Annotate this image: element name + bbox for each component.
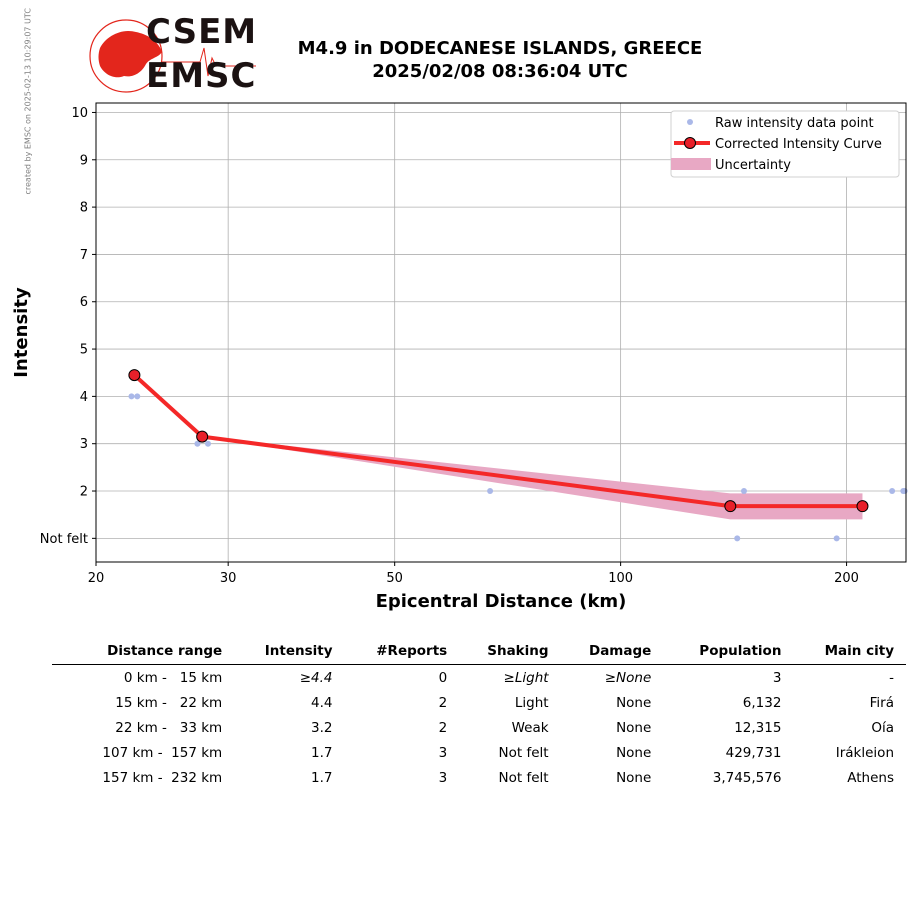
table-cell: 0: [438, 669, 448, 686]
raw-data-point: [134, 393, 141, 400]
table-row: 157 km - 232 km 1.7 3 Not felt None 3,745,576…: [52, 765, 906, 790]
x-axis-label: Epicentral Distance (km): [376, 591, 627, 612]
intensity-table: Distance range Intensity #Reports Shaking Da…: [52, 642, 906, 790]
raw-data-point: [194, 440, 201, 447]
table-cell: Not felt: [498, 744, 549, 761]
raw-data-point: [487, 488, 494, 495]
table-row: 0 km - 15 km ≥4.4 0 ≥Light ≥None 3 -: [52, 665, 906, 691]
table-cell: Oía: [871, 719, 894, 736]
table-header-cell: Main city: [824, 643, 894, 659]
plot-frame: [95, 102, 907, 563]
globe-icon: [89, 19, 163, 93]
x-tick-label: 20: [88, 571, 105, 586]
corrected-intensity-curve: [133, 373, 863, 509]
logo-text-emsc: EMSC: [146, 56, 257, 96]
table-header-cell: Distance range: [107, 643, 223, 659]
y-tick-label: Not felt: [40, 532, 88, 547]
curve-marker: [856, 500, 869, 513]
raw-data-point: [901, 488, 908, 495]
legend-swatch-raw: [687, 119, 693, 125]
raw-data-point: [204, 440, 211, 447]
y-tick-label: 6: [80, 295, 88, 310]
y-tick-label: 8: [80, 201, 88, 216]
table-cell: Weak: [511, 719, 549, 736]
table-cell: Irákleion: [835, 744, 894, 761]
table-cell: 3: [438, 769, 448, 786]
legend-swatch-uncertainty: [671, 158, 711, 170]
x-tick-label: 200: [834, 571, 859, 586]
legend-box: [670, 110, 900, 178]
chart-subtitle: 2025/02/08 08:36:04 UTC: [372, 61, 628, 82]
table-cell: 2: [438, 694, 448, 711]
table-cell: 22 km - 33 km: [115, 719, 223, 736]
table-cell: None: [616, 719, 652, 736]
table-cell: ≥None: [604, 669, 652, 686]
table-header-cell: Shaking: [487, 643, 549, 659]
table-row: 107 km - 157 km 1.7 3 Not felt None 429,731 Ir…: [52, 740, 906, 765]
raw-data-point: [128, 393, 135, 400]
table-header-cell: #Reports: [376, 643, 448, 659]
raw-data-point: [833, 535, 840, 542]
table-cell: 3.2: [311, 719, 333, 736]
table-cell: 0 km - 15 km: [123, 669, 223, 686]
table-header-cell: Intensity: [264, 643, 333, 659]
table-cell: 107 km - 157 km: [102, 744, 223, 761]
table-row: 15 km - 22 km 4.4 2 Light None 6,132 Firá: [52, 690, 906, 715]
table-header-cell: Damage: [588, 643, 652, 659]
table-cell: None: [616, 694, 652, 711]
table-cell: Firá: [869, 694, 894, 711]
table-cell: 3: [772, 669, 782, 686]
table-cell: -: [889, 669, 894, 686]
curve-marker: [128, 369, 141, 382]
logo-text-csem: CSEM: [146, 12, 258, 52]
table-cell: 3: [438, 744, 448, 761]
legend-label-uncertainty: Uncertainty: [715, 158, 791, 173]
y-tick-label: 2: [80, 485, 88, 500]
table-cell: Athens: [847, 769, 894, 786]
legend-swatch-marker: [684, 137, 696, 149]
chart-title: M4.9 in DODECANESE ISLANDS, GREECE: [297, 38, 703, 59]
table-cell: ≥4.4: [299, 669, 333, 686]
curve-marker: [724, 500, 737, 513]
y-axis-label: Intensity: [11, 287, 32, 378]
table-header-row: Distance range Intensity #Reports Shaking Da…: [52, 642, 906, 665]
x-tick-label: 100: [608, 571, 633, 586]
table-cell: 12,315: [734, 719, 782, 736]
table-cell: None: [616, 744, 652, 761]
y-tick-label: 9: [80, 153, 88, 168]
legend-label-curve: Corrected Intensity Curve: [715, 137, 882, 152]
table-cell: Light: [514, 694, 549, 711]
curve-marker: [196, 430, 209, 443]
table-cell: 6,132: [742, 694, 782, 711]
table-cell: 2: [438, 719, 448, 736]
y-tick-label: 10: [71, 106, 88, 121]
table-cell: Not felt: [498, 769, 549, 786]
table-cell: None: [616, 769, 652, 786]
seismogram-icon: [162, 47, 256, 77]
table-body: 0 km - 15 km ≥4.4 0 ≥Light ≥None 3 - 15 km - 22…: [52, 665, 906, 791]
table-row: 22 km - 33 km 3.2 2 Weak None 12,315 Oía: [52, 715, 906, 740]
y-tick-label: 3: [80, 437, 88, 452]
x-tick-label: 30: [220, 571, 237, 586]
table-cell: 1.7: [311, 744, 333, 761]
raw-data-point: [740, 488, 747, 495]
raw-data-point: [889, 488, 896, 495]
table-cell: 3,745,576: [712, 769, 782, 786]
x-tick-label: 50: [386, 571, 403, 586]
y-tick-label: 7: [80, 248, 88, 263]
table-cell: 4.4: [311, 694, 333, 711]
table-cell: 1.7: [311, 769, 333, 786]
table-cell: 429,731: [725, 744, 782, 761]
y-tick-label: 4: [80, 390, 88, 405]
intensity-chart: 20 30 50 100 200 Not felt 2 3 4 5 6 7 8 9 10 Epicentral…: [11, 102, 908, 612]
csem-emsc-logo: [89, 19, 256, 93]
y-tick-label: 5: [80, 343, 88, 358]
table-cell: ≥Light: [503, 669, 549, 686]
europe-map-icon: [98, 30, 162, 78]
raw-data-point: [734, 535, 741, 542]
table-cell: 157 km - 232 km: [102, 769, 223, 786]
legend-label-raw: Raw intensity data point: [715, 116, 874, 131]
table-cell: 15 km - 22 km: [115, 694, 223, 711]
table-header-cell: Population: [699, 643, 782, 659]
